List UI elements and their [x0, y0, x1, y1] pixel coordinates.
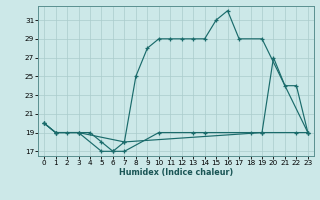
- X-axis label: Humidex (Indice chaleur): Humidex (Indice chaleur): [119, 168, 233, 177]
